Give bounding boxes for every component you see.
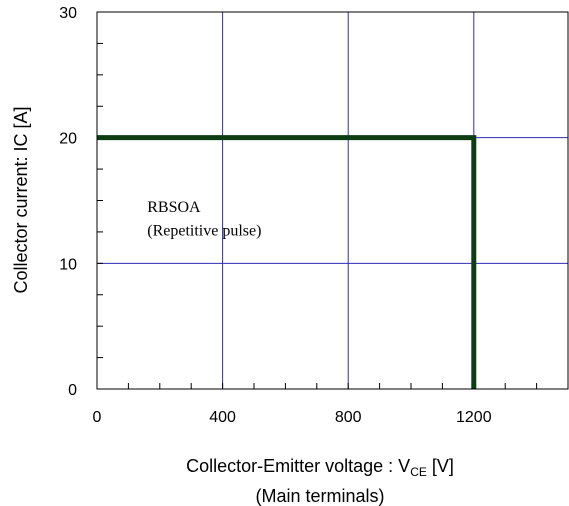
x-axis-title-unit: [V] — [427, 456, 454, 476]
series-layer — [97, 135, 477, 389]
y-tick-label: 10 — [59, 256, 77, 273]
y-tick-labels: 0 10 20 30 — [59, 5, 77, 399]
x-axis-title-main: Collector-Emitter voltage : V — [186, 456, 410, 476]
y-tick-label: 20 — [59, 131, 77, 148]
series-line — [97, 135, 477, 389]
x-tick-label: 400 — [209, 409, 236, 426]
minor-ticks — [97, 42, 538, 389]
y-axis-title: Collector current: IC [A] — [11, 106, 31, 293]
x-axis-title: Collector-Emitter voltage : VCE [V] — [186, 456, 454, 479]
annotation-text: RBSOA — [147, 199, 201, 216]
annotation-text: (Repetitive pulse) — [147, 223, 261, 240]
plot-frame — [96, 11, 569, 390]
x-tick-labels: 0 400 800 1200 — [93, 409, 492, 426]
annotations: RBSOA (Repetitive pulse) — [147, 199, 261, 240]
x-tick-label: 800 — [335, 409, 362, 426]
y-tick-label: 30 — [59, 5, 77, 22]
x-tick-label: 0 — [93, 409, 102, 426]
x-axis-subtitle: (Main terminals) — [255, 486, 384, 506]
y-tick-label: 0 — [68, 382, 77, 399]
x-tick-label: 1200 — [456, 409, 492, 426]
x-axis-title-subscript: CE — [410, 465, 427, 479]
